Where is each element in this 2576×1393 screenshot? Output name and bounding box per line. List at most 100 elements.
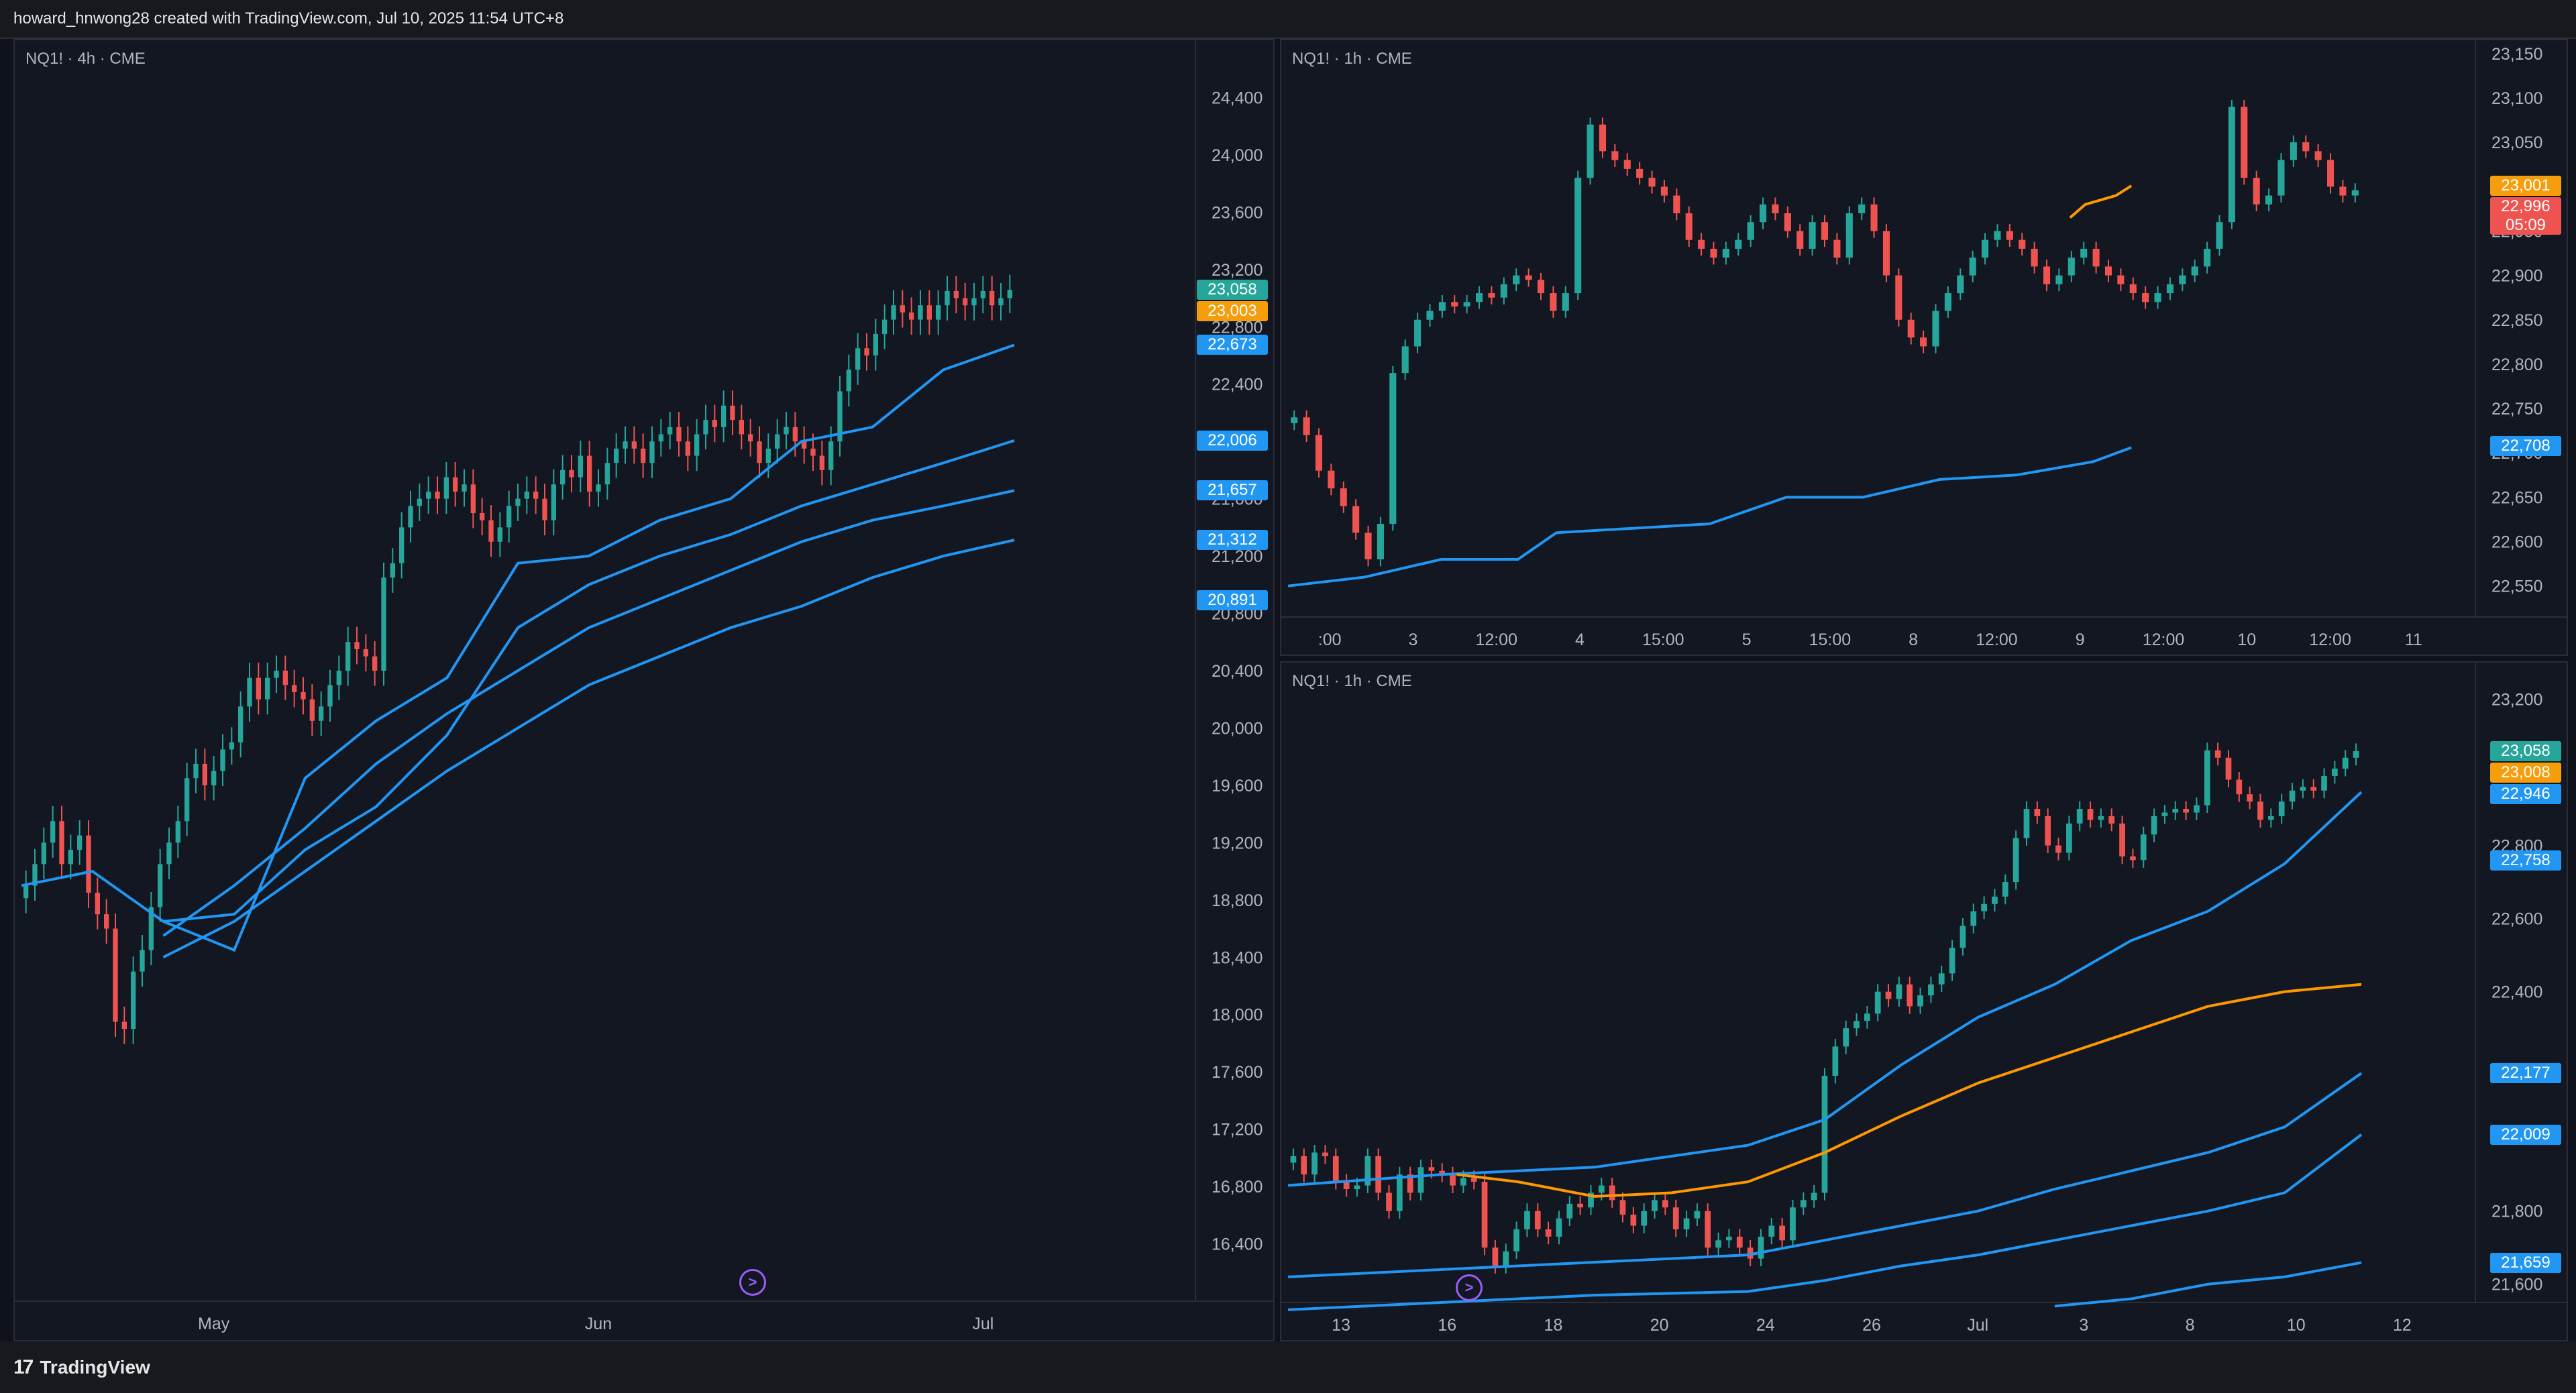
candle-body bbox=[641, 448, 646, 463]
candle bbox=[1809, 215, 1816, 256]
x-tick-label: 15:00 bbox=[1642, 630, 1684, 649]
candle bbox=[2034, 801, 2041, 824]
candle-body bbox=[1545, 1229, 1552, 1237]
candle-body bbox=[1969, 258, 1976, 276]
candle-body bbox=[247, 677, 252, 707]
candle-body bbox=[560, 469, 566, 485]
candle bbox=[2140, 826, 2147, 868]
candle-body bbox=[1790, 1207, 1796, 1241]
candle bbox=[551, 469, 556, 536]
moving-average-line bbox=[2054, 1261, 2362, 1308]
candle-body bbox=[810, 448, 816, 456]
candle-body bbox=[1694, 1211, 1701, 1219]
candle bbox=[327, 669, 333, 722]
chart-panel-left[interactable]: 24,40024,00023,60023,20022,80022,40022,0… bbox=[13, 39, 1275, 1341]
candle-body bbox=[211, 771, 217, 785]
x-tick-label: 20 bbox=[1650, 1316, 1669, 1335]
candle bbox=[667, 412, 673, 450]
candle-body bbox=[363, 649, 368, 657]
candle bbox=[175, 805, 180, 858]
event-icon[interactable]: > bbox=[739, 1269, 766, 1296]
event-icon[interactable]: > bbox=[1456, 1274, 1483, 1301]
candle bbox=[1301, 1148, 1307, 1182]
candle bbox=[2068, 250, 2075, 282]
candle bbox=[918, 290, 923, 335]
candle bbox=[480, 498, 485, 536]
candle-body bbox=[2012, 838, 2019, 883]
candle bbox=[524, 476, 529, 514]
candle bbox=[1821, 215, 1829, 247]
candle bbox=[1759, 197, 1767, 229]
candle bbox=[2006, 224, 2013, 247]
candle bbox=[1870, 197, 1878, 238]
y-tick-label: 24,400 bbox=[1212, 89, 1263, 107]
candle bbox=[1340, 481, 1347, 513]
candle-body bbox=[2129, 284, 2137, 294]
candle-body bbox=[1895, 275, 1902, 320]
candle-body bbox=[2043, 266, 2051, 284]
candle-body bbox=[2172, 809, 2179, 813]
candle-body bbox=[2326, 160, 2334, 187]
candle bbox=[1619, 1192, 1626, 1223]
candle-body bbox=[435, 491, 440, 499]
candle-body bbox=[1636, 168, 1644, 178]
candle bbox=[381, 562, 386, 686]
candle-body bbox=[462, 484, 467, 492]
candle-body bbox=[1843, 1028, 1849, 1047]
candle-body bbox=[765, 448, 771, 463]
price-tag-value: 22,673 bbox=[1208, 335, 1257, 354]
candle bbox=[1811, 1185, 1817, 1208]
candle-body bbox=[301, 692, 306, 700]
price-tag-value: 20,891 bbox=[1208, 591, 1257, 610]
y-tick-label: 19,600 bbox=[1212, 777, 1263, 795]
candle bbox=[2290, 135, 2297, 167]
candle-body bbox=[158, 864, 163, 907]
candle bbox=[184, 763, 190, 836]
y-tick-label: 21,200 bbox=[1212, 547, 1263, 566]
candle-body bbox=[1982, 239, 1989, 258]
candle-body bbox=[2166, 284, 2174, 294]
candle bbox=[2310, 779, 2317, 799]
candle bbox=[1858, 197, 1866, 221]
candle-body bbox=[1736, 1236, 1743, 1248]
candle-body bbox=[694, 434, 700, 456]
candle-body bbox=[68, 850, 73, 865]
candle bbox=[604, 447, 610, 500]
candle-body bbox=[1641, 1211, 1648, 1226]
candle-body bbox=[2216, 222, 2223, 249]
candle bbox=[2055, 838, 2061, 860]
candle bbox=[2225, 750, 2232, 787]
candle-body bbox=[1698, 239, 1705, 249]
candle-body bbox=[1598, 1185, 1605, 1193]
candle bbox=[1414, 313, 1421, 353]
candle-body bbox=[372, 656, 378, 671]
candle-body bbox=[1340, 488, 1347, 506]
candle bbox=[2253, 170, 2260, 212]
candle bbox=[2066, 816, 2072, 860]
candle bbox=[1885, 984, 1892, 1007]
candle-body bbox=[1821, 222, 1829, 240]
candle-body bbox=[1513, 1229, 1519, 1251]
chart-panel-bottom-right[interactable]: 23,200 22,800 22,600 22,400 21,800 21,600 13 16… bbox=[1280, 661, 2568, 1341]
x-tick-label: Jun bbox=[585, 1315, 612, 1333]
candle-body bbox=[2278, 801, 2285, 816]
chart-panel-top-right[interactable]: 23,15023,10023,05023,00022,95022,90022,8… bbox=[1280, 39, 2568, 656]
candle bbox=[1641, 1203, 1648, 1233]
candle-body bbox=[1587, 124, 1594, 178]
candle bbox=[533, 476, 539, 514]
candle-body bbox=[1438, 302, 1446, 311]
candle bbox=[1944, 286, 1951, 318]
candle-body bbox=[229, 742, 234, 750]
candle-body bbox=[855, 348, 861, 370]
candle bbox=[2204, 241, 2211, 274]
candle-body bbox=[1574, 178, 1582, 294]
candle bbox=[2087, 801, 2094, 828]
price-tag: 22,006 bbox=[1197, 430, 1268, 451]
tradingview-brand[interactable]: 17 TradingView bbox=[13, 1356, 150, 1379]
candle bbox=[2104, 260, 2112, 282]
candle bbox=[131, 956, 136, 1044]
candle-body bbox=[748, 434, 753, 442]
price-tag: 21,659 bbox=[2490, 1252, 2561, 1273]
candle-body bbox=[739, 420, 744, 435]
candle-body bbox=[2204, 248, 2211, 267]
